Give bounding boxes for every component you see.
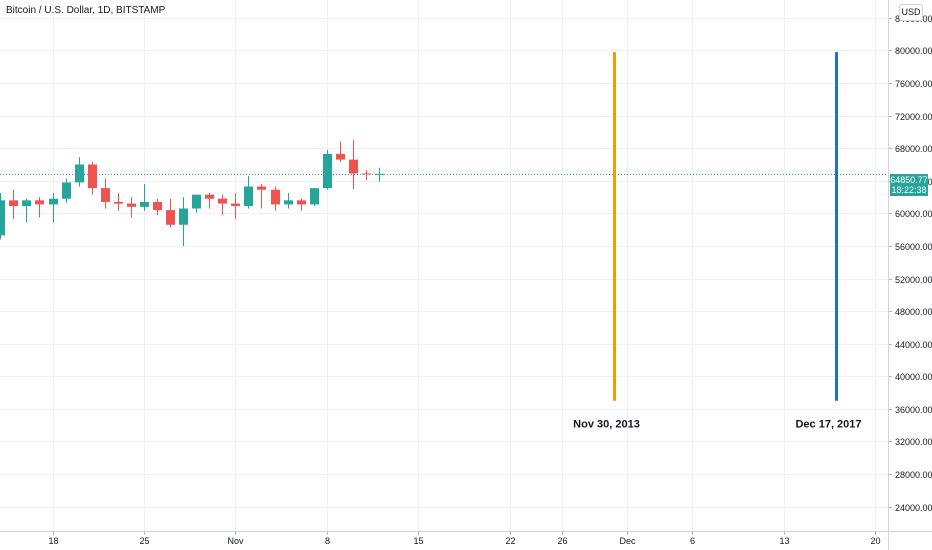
candle-body: [35, 200, 44, 205]
y-tick-label: 72000.00: [895, 112, 932, 122]
candles: [0, 140, 384, 246]
candle: [231, 193, 240, 220]
candle-body: [22, 200, 31, 207]
candle: [153, 198, 162, 216]
candle: [205, 193, 214, 209]
candle-body: [49, 198, 58, 205]
x-tick-label: 20: [870, 536, 880, 546]
x-tick-label: 15: [413, 536, 423, 546]
candle: [271, 186, 280, 211]
last-price-value: 64850.77: [890, 175, 928, 185]
countdown-timer: 18:22:38: [891, 185, 927, 195]
candle: [310, 188, 319, 207]
y-tick-label: 32000.00: [895, 437, 932, 447]
candle-body: [0, 200, 5, 236]
candle-body: [349, 159, 358, 174]
currency-button[interactable]: USD: [899, 4, 923, 21]
candle: [336, 141, 345, 163]
candle: [218, 194, 227, 216]
x-tick-label: 25: [139, 536, 149, 546]
candle-body: [362, 173, 371, 175]
candle: [9, 189, 18, 220]
candle: [179, 197, 188, 246]
candle-body: [231, 203, 240, 207]
candle: [375, 167, 384, 182]
candle-body: [244, 186, 253, 207]
candle-body: [9, 200, 18, 207]
y-tick-label: 68000.00: [895, 144, 932, 154]
candle: [101, 178, 110, 209]
y-tick-label: 48000.00: [895, 307, 932, 317]
candle: [140, 184, 149, 211]
vertical-line-label-2: Dec 17, 2017: [795, 419, 861, 431]
candle-body: [336, 153, 345, 160]
candle: [244, 175, 253, 209]
candle-body: [271, 189, 280, 205]
candle-body: [192, 194, 201, 209]
candle-body: [297, 200, 306, 205]
candle: [284, 193, 293, 209]
candle-body: [140, 201, 149, 207]
y-tick-label: 56000.00: [895, 242, 932, 252]
y-tick-label: 44000.00: [895, 340, 932, 350]
candle: [349, 140, 358, 189]
last-price-badge: 64850.77 18:22:38: [890, 174, 928, 196]
candle-body: [153, 201, 162, 211]
y-tick-label: 36000.00: [895, 405, 932, 415]
y-tick-label: 52000.00: [895, 275, 932, 285]
candle-body: [375, 173, 384, 175]
x-tick-label: 18: [48, 536, 58, 546]
candle: [192, 194, 201, 213]
candle-body: [257, 186, 266, 190]
y-tick-label: 28000.00: [895, 470, 932, 480]
y-tick-label: 76000.00: [895, 79, 932, 89]
candle-body: [127, 203, 136, 207]
annotation-lines[interactable]: Nov 30, 2013 Dec 17, 2017: [573, 52, 862, 431]
candle-body: [310, 188, 319, 205]
candle: [0, 193, 5, 240]
candle: [166, 198, 175, 228]
x-tick-label: 8: [325, 536, 330, 546]
candle: [257, 184, 266, 209]
x-tick-label: 6: [690, 536, 695, 546]
candle-body: [323, 153, 332, 189]
y-tick-label: 40000.00: [895, 372, 932, 382]
chart-title: Bitcoin / U.S. Dollar, 1D, BITSTAMP: [6, 5, 166, 16]
candle: [49, 193, 58, 223]
y-tick-label: 24000.00: [895, 503, 932, 513]
candle: [75, 157, 84, 187]
vertical-line-label-1: Nov 30, 2013: [573, 419, 640, 431]
candle-body: [166, 210, 175, 225]
candle-body: [179, 208, 188, 225]
x-tick-label: 26: [557, 536, 567, 546]
candle: [323, 149, 332, 190]
candle-body: [205, 194, 214, 199]
candle: [62, 178, 71, 203]
x-tick-label: 13: [779, 536, 789, 546]
candle-body: [88, 164, 97, 189]
candle: [114, 193, 123, 211]
candle: [88, 162, 97, 195]
candle: [362, 170, 371, 180]
candle-body: [75, 164, 84, 183]
candle: [297, 198, 306, 211]
candle-body: [284, 200, 293, 205]
candle-body: [101, 188, 110, 202]
y-tick-label: 60000.00: [895, 209, 932, 219]
candle: [35, 197, 44, 218]
x-tick-label: Dec: [619, 536, 636, 546]
grid-lines: [0, 0, 888, 531]
candle-body: [114, 201, 123, 204]
candle-body: [218, 198, 227, 204]
candle-body: [62, 182, 71, 199]
candle: [127, 197, 136, 218]
candle: [22, 198, 31, 223]
x-tick-label: Nov: [227, 536, 244, 546]
x-tick-label: 22: [505, 536, 515, 546]
y-tick-label: 80000.00: [895, 46, 932, 56]
